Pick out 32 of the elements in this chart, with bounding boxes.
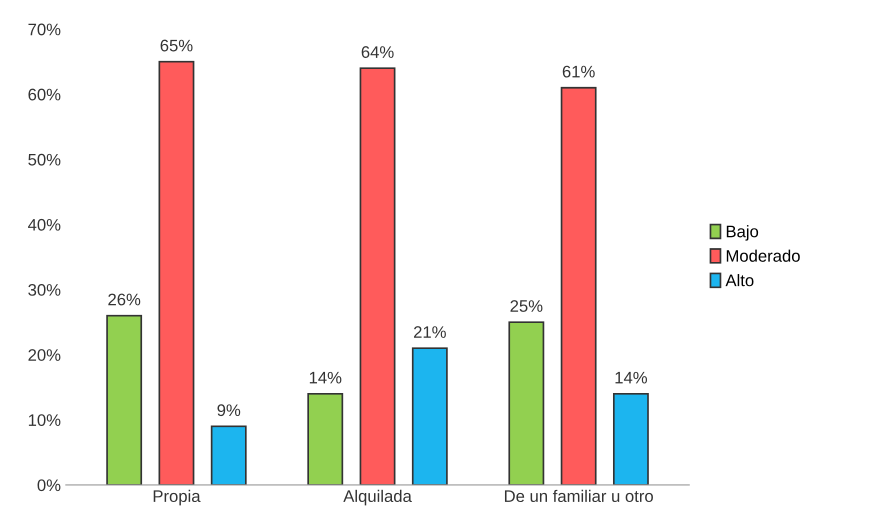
bar [106,314,142,485]
data-label: 25% [510,300,542,312]
data-label: 14% [616,372,647,384]
bar [307,392,344,485]
data-label: 14% [310,372,342,384]
data-label: 9% [217,404,240,416]
bar [158,60,194,485]
legend-label: Moderado [726,250,800,262]
legend-label: Bajo [726,225,758,241]
x-tick-label: Propia [154,490,201,506]
data-label: 21% [414,326,446,338]
y-tick-label: 30% [28,284,60,296]
bar [360,67,396,485]
y-tick-label: 40% [28,218,60,231]
y-tick-label: 20% [28,349,60,361]
data-label: 26% [108,294,140,306]
y-tick-label: 60% [28,88,60,100]
bar [508,321,544,485]
legend-label: Alto [726,274,754,286]
y-tick-label: 0% [38,479,60,492]
y-tick-label: 70% [28,24,60,36]
data-label: 61% [562,66,595,78]
x-tick-label: De un familiar u otro [504,490,653,502]
data-label: 64% [362,46,394,58]
bar [210,426,247,485]
bar [612,392,649,485]
y-tick-label: 10% [28,414,60,426]
data-label: 65% [160,40,193,52]
y-tick-label: 50% [28,154,60,166]
bar [560,86,597,485]
bar [412,347,448,485]
x-tick-label: Alquilada [343,490,412,506]
